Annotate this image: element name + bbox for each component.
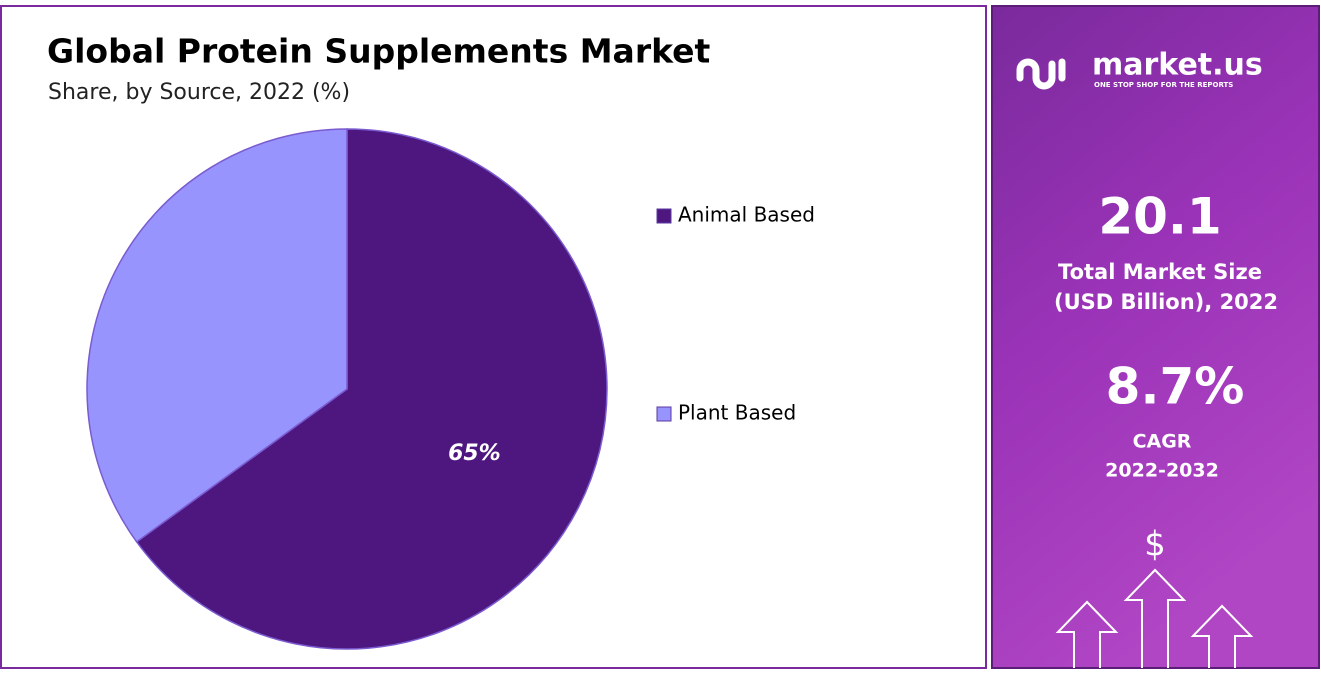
brand: market.us — [1092, 48, 1263, 83]
pie-slice — [135, 128, 608, 650]
pie-slice — [86, 128, 348, 543]
tagline: ONE STOP SHOP FOR THE REPORTS — [1094, 81, 1233, 89]
side-panel — [991, 5, 1320, 669]
cagr-period: 2022-2032 — [1105, 460, 1219, 482]
market-size: 20.1 — [1098, 188, 1221, 246]
market-size-label: (USD Billion), 2022 — [1054, 290, 1278, 314]
arrows — [1055, 568, 1254, 668]
legend-label: Plant Based — [678, 401, 796, 425]
legend: Animal Based Plant Based — [656, 203, 815, 425]
currency-icon: $ — [1144, 525, 1166, 565]
market-size-label: Total Market Size — [1058, 260, 1262, 284]
legend-swatch — [656, 208, 672, 224]
cagr: 8.7% — [1106, 358, 1245, 416]
logo-icon — [1016, 58, 1066, 90]
chart-subtitle: Share, by Source, 2022 (%) — [48, 80, 350, 105]
data-label: 65% — [448, 441, 501, 466]
legend-label: Animal Based — [678, 203, 815, 227]
cagr-label: CAGR — [1133, 431, 1192, 453]
chart-title: Global Protein Supplements Market — [47, 32, 711, 71]
legend-swatch — [656, 406, 672, 422]
pie: 65% — [86, 128, 608, 650]
